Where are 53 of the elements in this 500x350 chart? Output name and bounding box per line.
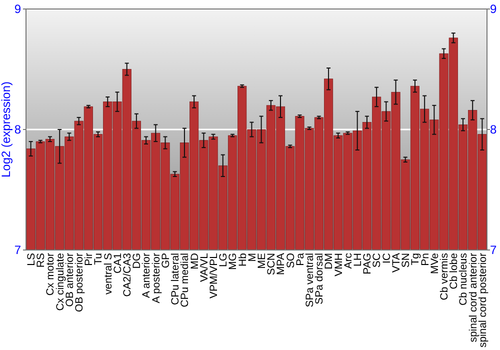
x-tick-label: Tu [92,252,105,265]
x-tick-label: Cb lobe [448,252,460,290]
x-tick-label: LS [25,253,38,266]
y-axis-title: Log2 (expression) [0,81,13,178]
x-tick-label: M [246,253,258,262]
x-tick-label: ventral S [102,253,114,294]
x-tick-label: PAG [362,253,374,274]
x-tick-label: Cb vermis [438,253,450,300]
x-tick-label: MD [188,252,201,270]
x-tick-label: spinal cord posterior [476,252,489,348]
x-tick-label: Arc [342,253,354,269]
y-tick-label: 7 [14,243,22,258]
x-tick-label: SN [400,253,412,268]
x-tick-label: VTA [390,253,402,273]
x-tick-label: A anterior [140,252,153,298]
y2-tick-label: 8 [490,122,497,137]
x-tick-label: VMH [332,253,345,276]
x-tick-label: Cx cingulate [54,252,66,311]
x-tick-label: CA1 [112,252,124,274]
x-tick-label: CA2/CA3 [122,252,134,297]
x-tick-label: OB posterior [74,252,86,312]
x-tick-label: SPa ventral [304,253,316,308]
x-tick-label: VPM/VPL [208,252,220,299]
x-tick-label: MG [227,253,240,270]
x-tick-label: SO [284,253,297,268]
x-tick-label: Pir [83,252,96,266]
x-tick-label: VA/VL [198,252,210,282]
x-tick-label: SCN [266,253,278,276]
x-tick-label: RS [35,253,48,268]
x-tick-label: Pa [294,252,306,266]
x-tick-label: ME [256,253,268,269]
x-tick-label: SPa dorsal [314,253,326,304]
x-tick-label: A posterior [150,252,162,304]
x-tick-label: MPA [275,253,288,275]
x-tick-label: Cx motor [44,252,57,296]
y-tick-label: 9 [14,2,22,16]
x-tick-label: IC [380,252,393,264]
x-tick-label: LH [352,253,364,266]
y2-tick-label: 9 [490,2,497,16]
x-tick-label: Cb nucleus [458,253,470,306]
x-tick-label: DM [323,253,336,270]
x-tick-label: Tg [410,252,422,266]
x-tick-label: OB anterior [64,252,76,307]
x-tick-label: SC [371,252,384,268]
x-tick-label: GP [160,253,172,268]
x-tick-label: spinal cord anterior [467,252,480,342]
x-tick-label: Hb [236,252,249,266]
x-tick-label: DG [131,253,144,269]
x-tick-label: LG [218,253,230,268]
x-tick-label: CPu medial [179,253,192,308]
y2-tick-label: 7 [490,243,497,258]
y-tick-label: 8 [14,122,22,137]
x-tick-label: MVe [428,252,441,274]
